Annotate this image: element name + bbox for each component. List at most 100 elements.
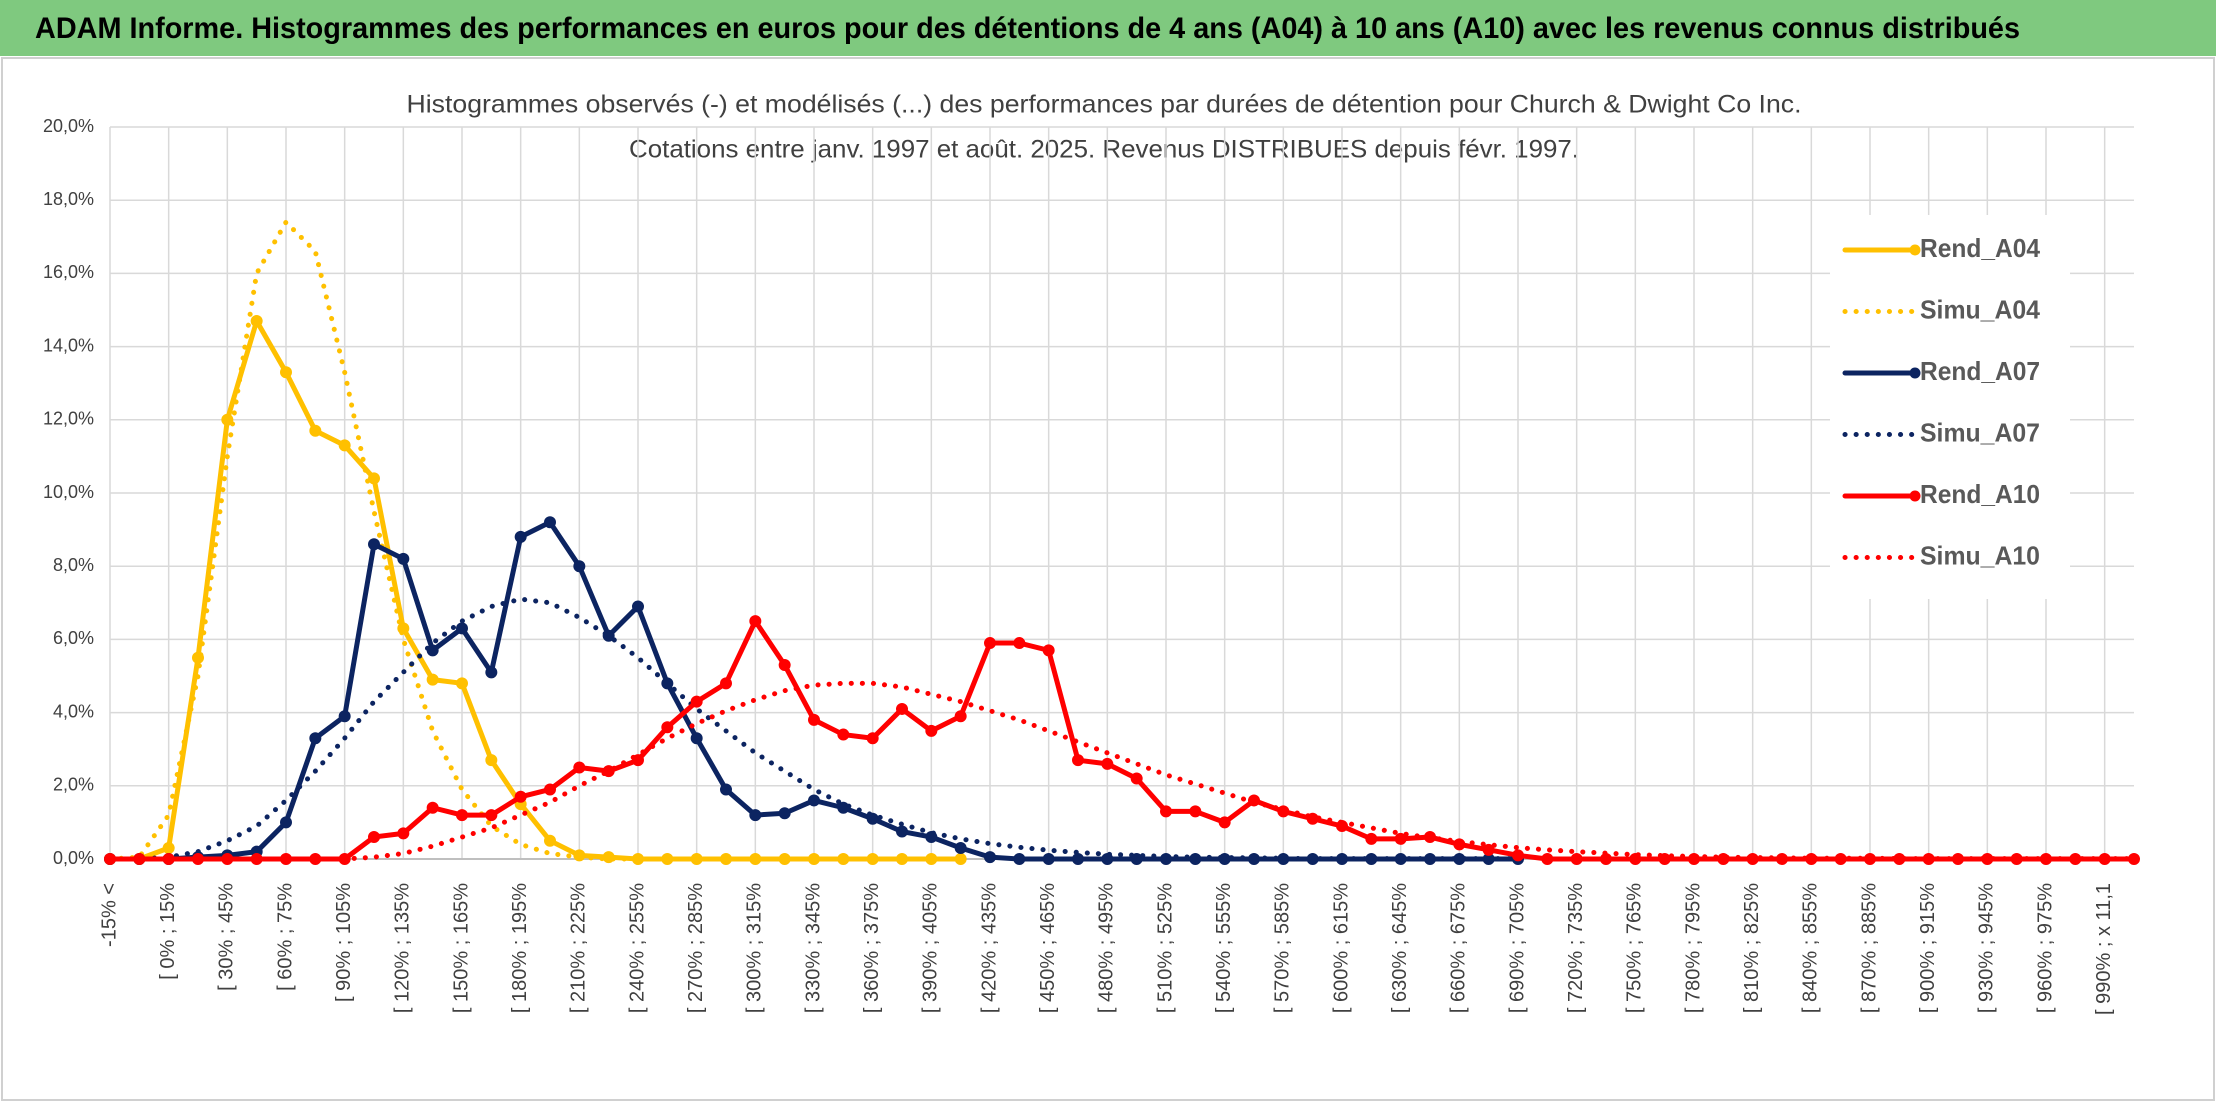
series-marker xyxy=(808,794,820,807)
series-marker xyxy=(778,659,791,672)
header-bar xyxy=(0,0,2216,56)
series-marker xyxy=(925,853,938,865)
series-marker xyxy=(1013,637,1026,650)
series-marker xyxy=(456,622,468,635)
series-marker xyxy=(808,853,820,865)
x-tick-label: [ 540% ; 555% xyxy=(1213,883,1235,1013)
x-tick-label: [ 750% ; 765% xyxy=(1624,883,1646,1013)
x-tick-label: [ 450% ; 465% xyxy=(1037,883,1059,1013)
chart-subtitle: Cotations entre janv. 1997 et août. 2025… xyxy=(629,136,1579,164)
x-tick-label: [ 390% ; 405% xyxy=(920,883,942,1013)
series-marker xyxy=(162,842,175,855)
series-marker xyxy=(1394,832,1407,845)
series-marker xyxy=(1072,853,1084,865)
x-tick-label: [ 570% ; 585% xyxy=(1272,883,1294,1013)
x-tick-label: [ 510% ; 525% xyxy=(1154,883,1176,1013)
legend-marker xyxy=(1909,367,1921,379)
series-marker xyxy=(309,732,322,745)
x-tick-label: [ 930% ; 945% xyxy=(1976,883,1998,1013)
x-tick-label: [ 240% ; 255% xyxy=(626,883,648,1013)
x-tick-label: [ 180% ; 195% xyxy=(509,883,531,1013)
y-tick-label: 16,0% xyxy=(43,262,94,282)
series-marker xyxy=(456,809,468,822)
series-marker xyxy=(778,807,791,820)
series-marker xyxy=(368,538,380,551)
series-marker xyxy=(837,853,850,865)
legend-box xyxy=(1830,215,2070,599)
series-marker xyxy=(573,761,586,774)
series-marker xyxy=(984,851,996,864)
series-marker xyxy=(544,783,556,796)
series-line xyxy=(107,618,2137,862)
series-marker xyxy=(368,472,380,485)
x-tick-label: [ 870% ; 885% xyxy=(1858,883,1880,1013)
series-line xyxy=(107,596,1521,862)
x-tick-label: [ 120% ; 135% xyxy=(392,883,414,1013)
x-tick-label: [ 30% ; 45% xyxy=(216,883,238,991)
y-tick-label: 8,0% xyxy=(53,555,94,575)
series-marker xyxy=(1160,805,1172,818)
series-marker xyxy=(954,853,967,865)
x-tick-label: [ 360% ; 375% xyxy=(861,883,883,1013)
series-marker xyxy=(485,754,498,767)
x-tick-label: [ 300% ; 315% xyxy=(744,883,766,1013)
series-marker xyxy=(485,809,498,822)
series-marker xyxy=(749,809,762,822)
legend-label: Rend_A10 xyxy=(1920,479,2040,509)
x-tick-label: [ 690% ; 705% xyxy=(1506,883,1528,1013)
legend-label: Simu_A07 xyxy=(1920,417,2040,447)
x-tick-label: [ 330% ; 345% xyxy=(802,883,824,1013)
x-tick-label: [ 90% ; 105% xyxy=(333,883,355,1002)
series-marker xyxy=(1042,644,1055,657)
series-marker xyxy=(338,710,351,723)
series-marker xyxy=(1189,805,1202,818)
series-marker xyxy=(1570,853,1583,865)
series-marker xyxy=(1130,772,1143,785)
series-marker xyxy=(250,314,263,327)
x-tick-label: [ 480% ; 495% xyxy=(1096,883,1118,1013)
series-marker xyxy=(1512,849,1524,862)
series-marker xyxy=(397,827,410,840)
y-tick-label: 10,0% xyxy=(43,482,94,502)
y-tick-label: 14,0% xyxy=(43,335,94,355)
x-tick-label: [ 60% ; 75% xyxy=(274,883,296,991)
legend-label: Simu_A10 xyxy=(1920,540,2040,570)
series-marker xyxy=(808,713,820,726)
x-tick-label: [ 960% ; 975% xyxy=(2034,883,2056,1013)
series-marker xyxy=(749,615,762,628)
series-marker xyxy=(368,831,380,844)
series-marker xyxy=(661,721,674,734)
series-marker xyxy=(954,842,967,855)
x-tick-label: [ 840% ; 855% xyxy=(1800,883,1822,1013)
x-tick-label: [ 900% ; 915% xyxy=(1917,883,1939,1013)
series-marker xyxy=(456,677,468,690)
series-marker xyxy=(280,366,292,379)
series-marker xyxy=(720,677,732,690)
series-marker xyxy=(866,732,879,745)
series-marker xyxy=(690,732,703,745)
series-marker xyxy=(720,853,732,865)
x-tick-label: [ 990% ; x 11,1 xyxy=(2093,883,2115,1015)
series-marker xyxy=(573,560,586,573)
y-tick-label: 6,0% xyxy=(53,628,94,648)
x-tick-label: [ 660% ; 675% xyxy=(1448,883,1470,1013)
x-tick-label: [ 270% ; 285% xyxy=(685,883,707,1013)
y-tick-label: 12,0% xyxy=(43,409,94,429)
series-marker xyxy=(749,853,762,865)
series-marker xyxy=(514,530,527,543)
x-tick-label: [ 150% ; 165% xyxy=(450,883,472,1013)
series-marker xyxy=(1101,757,1114,770)
series-marker xyxy=(984,637,996,650)
x-tick-label: [ 720% ; 735% xyxy=(1565,883,1587,1013)
series-marker xyxy=(925,724,938,737)
series-marker xyxy=(837,728,850,741)
series-marker xyxy=(1072,754,1084,767)
series-marker xyxy=(896,853,908,865)
series-marker xyxy=(866,853,879,865)
y-tick-label: 2,0% xyxy=(53,775,94,795)
series-marker xyxy=(1218,816,1231,829)
series-marker xyxy=(1541,853,1554,865)
series-marker xyxy=(544,516,556,529)
legend-label: Simu_A04 xyxy=(1920,294,2041,324)
y-tick-label: 18,0% xyxy=(43,189,94,209)
